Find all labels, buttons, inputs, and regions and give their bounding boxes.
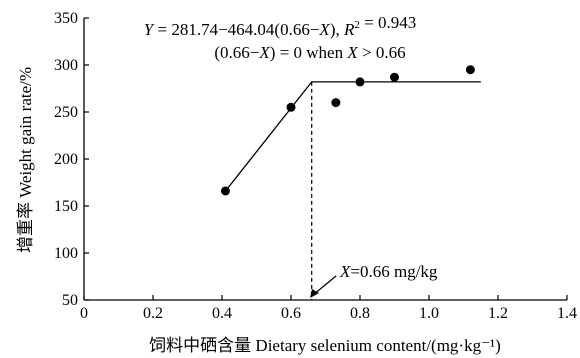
x-tick-label: 0.2	[143, 305, 163, 322]
fit-line-group	[224, 81, 481, 300]
breakpoint-annotation: X=0.66 mg/kg	[310, 262, 438, 298]
y-tick-label: 150	[54, 198, 78, 215]
data-point	[390, 72, 399, 82]
data-points	[220, 65, 475, 196]
x-tick-label: 0.6	[281, 305, 301, 322]
x-tick-label: 0.4	[212, 305, 232, 322]
y-ticks: 50 100 150 200 250 300 350	[54, 10, 89, 309]
x-tick-label: 1.4	[557, 305, 577, 322]
y-tick-label: 350	[54, 10, 78, 27]
fitted-broken-line	[224, 81, 481, 192]
y-tick-label: 200	[54, 151, 78, 168]
x-axis-title: 饲料中硒含量 Dietary selenium content/(mg·kg⁻¹…	[149, 336, 501, 355]
breakpoint-label: X=0.66 mg/kg	[339, 262, 438, 281]
equation-line-2: (0.66−X) = 0 when X > 0.66	[214, 43, 405, 62]
y-axis-title: 增重率 Weight gain rate/%	[16, 67, 35, 253]
data-point	[286, 102, 296, 112]
y-tick-label: 300	[54, 57, 78, 74]
x-tick-label: 0	[80, 305, 88, 322]
data-point	[355, 77, 365, 87]
x-tick-label: 0.8	[350, 305, 370, 322]
data-point	[220, 186, 230, 196]
data-point	[465, 65, 475, 75]
equation-line-1: Y = 281.74−464.04(0.66−X), R2 = 0.943	[144, 13, 416, 39]
y-tick-label: 250	[54, 104, 78, 121]
x-tick-label: 1.2	[488, 305, 508, 322]
x-tick-label: 1.0	[419, 305, 439, 322]
y-tick-label: 50	[62, 292, 78, 309]
y-tick-label: 100	[54, 245, 78, 262]
x-ticks: 0 0.2 0.4 0.6 0.8 1.0 1.2 1.4	[80, 295, 577, 322]
breakpoint-arrow-head	[310, 289, 319, 298]
data-point	[331, 98, 341, 108]
